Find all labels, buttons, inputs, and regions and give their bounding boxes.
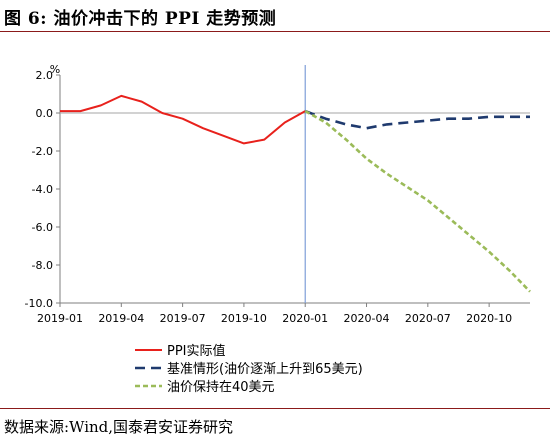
- series-line-2: [304, 109, 530, 130]
- x-tick-label: 2020-07: [405, 312, 451, 325]
- x-tick-label: 2019-01: [37, 312, 83, 325]
- y-tick-label: -2.0: [32, 145, 53, 158]
- source-note: 数据来源:Wind,国泰君安证券研究: [4, 418, 234, 436]
- legend-label-2: 基准情形(油价逐渐上升到65美元): [167, 362, 363, 377]
- y-tick-label: -6.0: [32, 221, 53, 234]
- y-tick-label: 2.0: [36, 69, 54, 82]
- x-tick-label: 2020-01: [282, 312, 328, 325]
- y-tick-label: 0.0: [36, 107, 54, 120]
- legend-label-1: PPI实际值: [167, 343, 226, 359]
- ppi-forecast-chart: 2.0 0.0 -2.0 -4.0 -6.0 -8.0 -10.0% 2019-01 2019-…: [25, 63, 531, 395]
- x-tick-label: 2019-10: [221, 312, 267, 325]
- series-line-3: [304, 109, 531, 293]
- figure-title: 图 6: 油价冲击下的 PPI 走势预测: [4, 9, 277, 29]
- y-tick-label: -10.0: [25, 297, 53, 310]
- x-tick-label: 2020-04: [344, 312, 390, 325]
- source-bar: 数据来源:Wind,国泰君安证券研究: [0, 408, 550, 443]
- y-tick-label: -4.0: [32, 183, 53, 196]
- x-tick-label: 2020-10: [466, 312, 512, 325]
- axes-layer: 2.0 0.0 -2.0 -4.0 -6.0 -8.0 -10.0% 2019-01 2019-…: [25, 63, 530, 325]
- legend-label-3: 油价保持在40美元: [167, 380, 275, 395]
- title-bar: 图 6: 油价冲击下的 PPI 走势预测: [0, 0, 550, 32]
- series-line-1: [60, 94, 306, 145]
- y-axis-unit-label: %: [50, 63, 60, 76]
- y-tick-label: -8.0: [32, 259, 53, 272]
- x-tick-label: 2019-04: [98, 312, 144, 325]
- x-tick-label: 2019-07: [160, 312, 206, 325]
- series-layer: [60, 94, 531, 293]
